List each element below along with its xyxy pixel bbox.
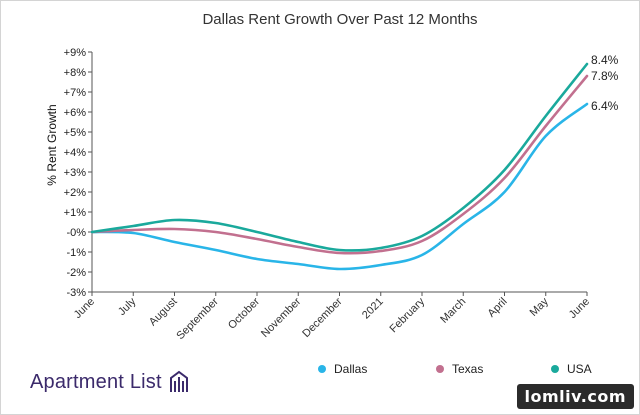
end-label-usa: 8.4%	[591, 53, 619, 67]
y-tick-label: +8%	[64, 67, 87, 79]
legend-label-texas: Texas	[452, 362, 483, 376]
y-tick-label: +5%	[64, 127, 87, 139]
y-axis-label: % Rent Growth	[45, 104, 59, 185]
brand-logo: Apartment List	[30, 370, 190, 394]
apartment-list-logo-icon	[169, 370, 188, 392]
series-lines	[90, 62, 589, 271]
series-line-texas	[90, 74, 589, 255]
y-tick-label: +3%	[64, 167, 87, 179]
series-line-dallas	[90, 102, 589, 271]
x-tick-label: December	[300, 295, 345, 340]
end-label-dallas: 6.4%	[591, 99, 619, 113]
y-tick-label: -3%	[66, 287, 86, 299]
x-tick-label: May	[528, 295, 552, 319]
x-tick-label: October	[226, 295, 262, 331]
legend-marker-usa	[551, 365, 559, 373]
y-tick-label: +1%	[64, 207, 87, 219]
x-tick-label: April	[486, 296, 510, 320]
x-tick-label: June	[72, 296, 97, 321]
x-tick-label: August	[147, 296, 180, 329]
end-labels: 6.4% 7.8% 8.4%	[591, 53, 619, 113]
y-tick-label: +6%	[64, 107, 87, 119]
axes: -3% -2% -1% -0% +1% +2% +3% +4% +5% +6% +7% +8% +9% J…	[64, 47, 592, 342]
x-tick-label: July	[116, 295, 139, 318]
legend-marker-texas	[436, 365, 444, 373]
legend: Dallas Texas USA	[318, 362, 592, 376]
x-tick-label: September	[174, 295, 221, 342]
y-tick-label: +2%	[64, 187, 87, 199]
y-tick-label: +7%	[64, 87, 87, 99]
chart-title: Dallas Rent Growth Over Past 12 Months	[202, 11, 477, 28]
y-tick-label: -2%	[66, 267, 86, 279]
brand-name: Apartment List	[30, 370, 162, 393]
x-tick-label: June	[567, 296, 592, 321]
x-tick-label: March	[438, 296, 468, 326]
x-tick-label: February	[388, 295, 428, 335]
y-tick-label: +4%	[64, 147, 87, 159]
y-tick-label: +9%	[64, 47, 87, 59]
x-tick-label: 2021	[360, 296, 386, 322]
legend-label-dallas: Dallas	[334, 362, 367, 376]
end-label-texas: 7.8%	[591, 69, 619, 83]
legend-label-usa: USA	[567, 362, 592, 376]
watermark: lomliv.com	[516, 384, 634, 409]
y-tick-label: -0%	[66, 227, 86, 239]
legend-marker-dallas	[318, 365, 326, 373]
series-line-usa	[90, 62, 589, 252]
y-tick-label: -1%	[66, 247, 86, 259]
x-tick-label: November	[259, 295, 304, 340]
